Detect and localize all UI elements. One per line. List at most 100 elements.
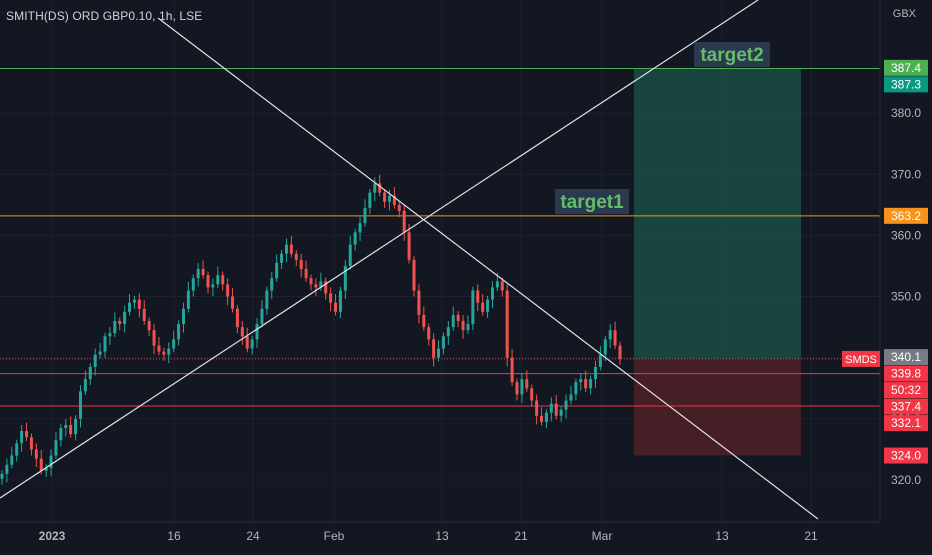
price-label: 340.1 <box>884 349 928 366</box>
candle-up <box>593 366 597 380</box>
price-label-bg <box>884 447 928 464</box>
price-label: 387.4 <box>884 59 928 76</box>
candle-up <box>74 418 78 435</box>
candle-down <box>525 379 529 389</box>
candle-up <box>260 308 264 325</box>
candle-up <box>177 324 181 340</box>
candle-down <box>407 232 411 260</box>
candle-down <box>422 314 426 328</box>
candle-up <box>284 244 288 254</box>
candle-up <box>441 336 445 349</box>
candle-down <box>29 437 33 450</box>
candle-up <box>589 379 593 389</box>
chart-title: SMITH(DS) ORD GBP0.10, 1h, LSE <box>6 9 203 23</box>
candle-down <box>432 339 436 358</box>
x-tick-label: 21 <box>804 529 818 543</box>
candle-down <box>535 400 539 416</box>
price-label-text: 387.4 <box>891 61 921 75</box>
candle-up <box>54 440 58 456</box>
candle-down <box>25 431 29 438</box>
candle-down <box>245 336 249 349</box>
price-label-bg <box>884 349 928 366</box>
candle-down <box>481 302 485 312</box>
ascending-trendline <box>0 0 759 499</box>
price-label-text: 332.1 <box>891 416 921 430</box>
candle-up <box>128 302 132 312</box>
candle-up <box>216 275 220 285</box>
candle-up <box>574 382 578 395</box>
candle-down <box>314 284 318 288</box>
x-tick-label: Mar <box>592 529 613 543</box>
candle-up <box>181 308 185 325</box>
position-zones <box>634 68 801 456</box>
candle-up <box>569 394 573 401</box>
price-label-text: 324.0 <box>891 449 921 463</box>
target2-label: target2 <box>700 45 763 66</box>
candle-up <box>88 366 92 380</box>
candle-up <box>373 183 377 193</box>
y-tick-label: 360.0 <box>891 228 921 242</box>
y-tick-label: 350.0 <box>891 290 921 304</box>
price-label: 363.2 <box>884 207 928 224</box>
candle-up <box>549 403 553 413</box>
candle-up <box>348 244 352 266</box>
candle-up <box>446 327 450 337</box>
price-label-bg <box>884 207 928 224</box>
candle-down <box>39 458 43 471</box>
candle-up <box>5 464 9 474</box>
candle-down <box>69 424 73 435</box>
candle-up <box>167 348 171 355</box>
symbol-tag-bg <box>842 350 880 367</box>
candle-down <box>554 403 558 416</box>
candle-down <box>510 357 514 383</box>
candle-up <box>196 269 200 279</box>
candle-up <box>113 321 117 334</box>
candle-up <box>603 339 607 355</box>
annotations: target1 target2 <box>555 42 770 214</box>
price-label: 332.1 <box>884 415 928 432</box>
symbol-tag-text: SMDS <box>845 354 877 366</box>
candle-up <box>103 336 107 352</box>
stop-zone <box>634 358 801 456</box>
candle-down <box>500 281 504 291</box>
candle-up <box>451 314 455 328</box>
candle-up <box>579 379 583 383</box>
candle-up <box>265 290 269 309</box>
candle-down <box>299 259 303 270</box>
candle-down <box>137 299 141 309</box>
x-tick-label: 13 <box>715 529 729 543</box>
price-label-text: 337.4 <box>891 400 921 414</box>
candle-up <box>98 351 102 355</box>
candle-down <box>402 210 406 233</box>
candle-down <box>294 253 298 260</box>
candle-up <box>83 379 87 392</box>
candle-up <box>270 278 274 291</box>
candle-down <box>240 327 244 337</box>
candle-up <box>20 431 24 444</box>
price-label-bg <box>884 59 928 76</box>
candle-down <box>289 244 293 254</box>
candle-down <box>392 195 396 205</box>
candles <box>0 174 622 485</box>
candle-down <box>231 296 235 309</box>
price-label: 337.4 <box>884 398 928 415</box>
candle-up <box>598 354 602 367</box>
candle-up <box>544 412 548 422</box>
x-tick-label: 16 <box>167 529 181 543</box>
candle-up <box>338 290 342 312</box>
candle-down <box>34 449 38 459</box>
candle-down <box>427 327 431 340</box>
price-label-bg <box>884 365 928 382</box>
candle-down <box>613 330 617 346</box>
y-tick-label: 370.0 <box>891 167 921 181</box>
price-label: 50:32 <box>884 382 928 399</box>
target1-label: target1 <box>560 192 624 213</box>
candle-up <box>363 207 367 224</box>
trendlines <box>0 0 819 520</box>
candle-down <box>206 275 210 288</box>
target1-annotation: target1 <box>555 189 629 214</box>
target1-label-bg <box>555 189 629 214</box>
price-label-text: 339.8 <box>891 367 921 381</box>
